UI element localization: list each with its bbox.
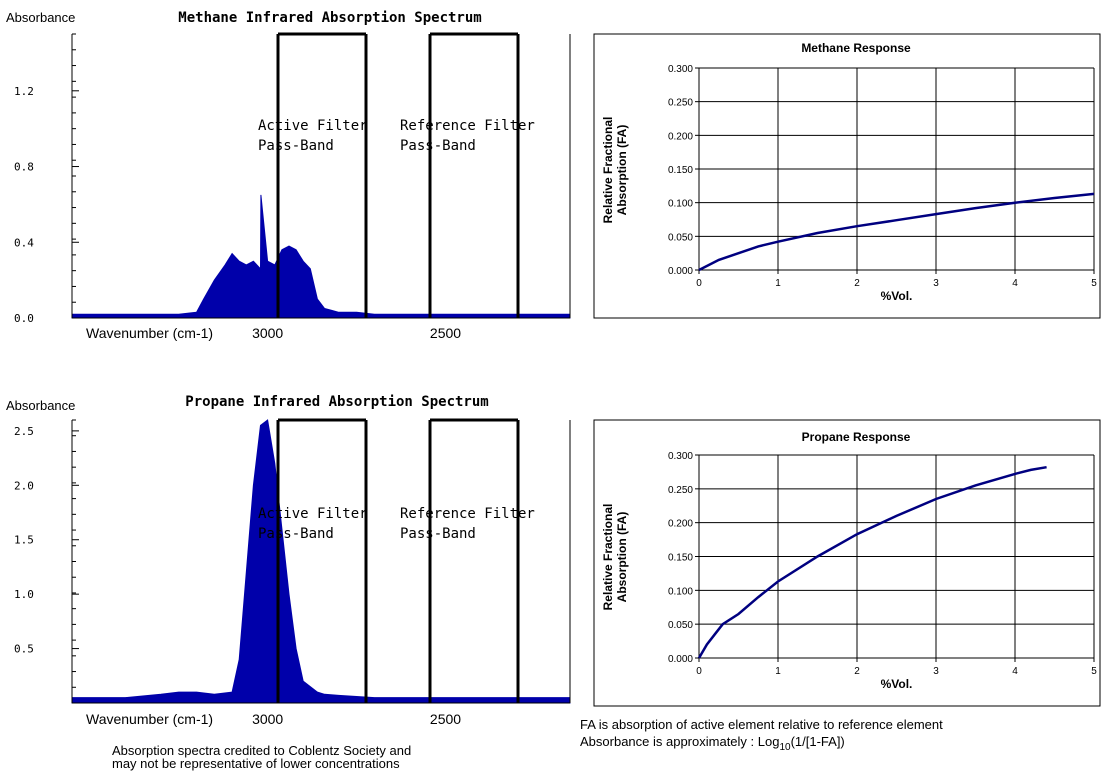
y-axis-label: Absorbance (6, 10, 75, 25)
reference-filter-label-line1: Reference Filter (400, 506, 535, 522)
x-axis-label: %Vol. (881, 289, 913, 303)
x-tick-label: 0 (696, 666, 702, 677)
x-tick-label: 5 (1091, 278, 1097, 289)
y-tick-label: 0.100 (668, 586, 693, 597)
x-axis-label: Wavenumber (cm-1) (86, 325, 213, 341)
x-tick-label: 2500 (430, 325, 461, 341)
active-filter-label-line1: Active Filter (258, 118, 368, 134)
chart-title: Propane Infrared Absorption Spectrum (185, 394, 488, 410)
y-tick-label: 0.250 (668, 98, 693, 109)
x-axis-label: Wavenumber (cm-1) (86, 711, 213, 727)
y-tick-label: 0.150 (668, 553, 693, 564)
formula-suffix: (1/[1-FA]) (790, 734, 845, 749)
absorbance-formula: Absorbance is approximately : Log10(1/[1… (580, 735, 943, 754)
y-tick-label: 0.8 (14, 161, 34, 174)
reference-filter-label-line2: Pass-Band (400, 138, 476, 154)
reference-filter-label-line2: Pass-Band (400, 526, 476, 542)
x-tick-label: 3 (933, 666, 939, 677)
y-tick-label: 1.2 (14, 85, 34, 98)
y-tick-label: 0.050 (668, 232, 693, 243)
x-tick-label: 3000 (252, 711, 283, 727)
spectrum-area (71, 419, 571, 704)
response-curve (698, 192, 1095, 272)
spectrum-area (71, 194, 571, 319)
y-axis-label-line2: Absorption (FA) (615, 125, 629, 216)
x-tick-label: 3 (933, 278, 939, 289)
y-axis-label-line1: Relative Fractional (601, 504, 615, 611)
chart-title: Methane Response (801, 41, 911, 55)
reference-filter-label-line1: Reference Filter (400, 118, 535, 134)
y-tick-label: 0.100 (668, 199, 693, 210)
y-tick-label: 1.0 (14, 588, 34, 601)
active-filter-label-line1: Active Filter (258, 506, 368, 522)
x-tick-label: 2500 (430, 711, 461, 727)
chart-frame (593, 33, 1101, 319)
x-tick-label: 2 (854, 278, 860, 289)
y-tick-label: 0.300 (668, 451, 693, 462)
x-tick-label: 2 (854, 666, 860, 677)
y-tick-label: 1.5 (14, 534, 34, 547)
x-tick-label: 4 (1012, 278, 1018, 289)
formula-subscript: 10 (779, 742, 791, 753)
x-axis-label: %Vol. (881, 677, 913, 691)
chart-title: Propane Response (802, 430, 911, 444)
y-tick-label: 0.0 (14, 312, 34, 325)
y-axis-label-line1: Relative Fractional (601, 117, 615, 224)
active-filter-label-line2: Pass-Band (258, 526, 334, 542)
x-tick-label: 1 (775, 278, 781, 289)
formula-prefix: Absorbance is approximately : Log (580, 734, 780, 749)
y-tick-label: 2.5 (14, 425, 34, 438)
credit-line-2: may not be representative of lower conce… (112, 756, 400, 771)
chart-title: Methane Infrared Absorption Spectrum (178, 10, 481, 26)
fa-note: FA is absorption of active element relat… (580, 718, 943, 754)
x-tick-label: 5 (1091, 666, 1097, 677)
response-curve (697, 465, 1047, 659)
y-tick-label: 0.200 (668, 131, 693, 142)
y-tick-label: 2.0 (14, 479, 34, 492)
y-tick-label: 0.000 (668, 266, 693, 277)
y-tick-label: 0.050 (668, 620, 693, 631)
fa-definition: FA is absorption of active element relat… (580, 717, 943, 732)
y-axis-label-line2: Absorption (FA) (615, 512, 629, 603)
y-tick-label: 0.150 (668, 165, 693, 176)
y-tick-label: 0.250 (668, 485, 693, 496)
credit-line-1: Absorption spectra credited to Coblentz … (112, 743, 412, 758)
x-tick-label: 0 (696, 278, 702, 289)
y-tick-label: 0.300 (668, 64, 693, 75)
y-axis-label: Absorbance (6, 398, 75, 413)
y-tick-label: 0.5 (14, 643, 34, 656)
x-tick-label: 1 (775, 666, 781, 677)
credit-note: Absorption spectra credited to Coblentz … (112, 744, 411, 770)
y-tick-label: 0.4 (14, 236, 34, 249)
y-tick-label: 0.200 (668, 519, 693, 530)
x-tick-label: 3000 (252, 325, 283, 341)
active-filter-label-line2: Pass-Band (258, 138, 334, 154)
y-tick-label: 0.000 (668, 654, 693, 665)
x-tick-label: 4 (1012, 666, 1018, 677)
